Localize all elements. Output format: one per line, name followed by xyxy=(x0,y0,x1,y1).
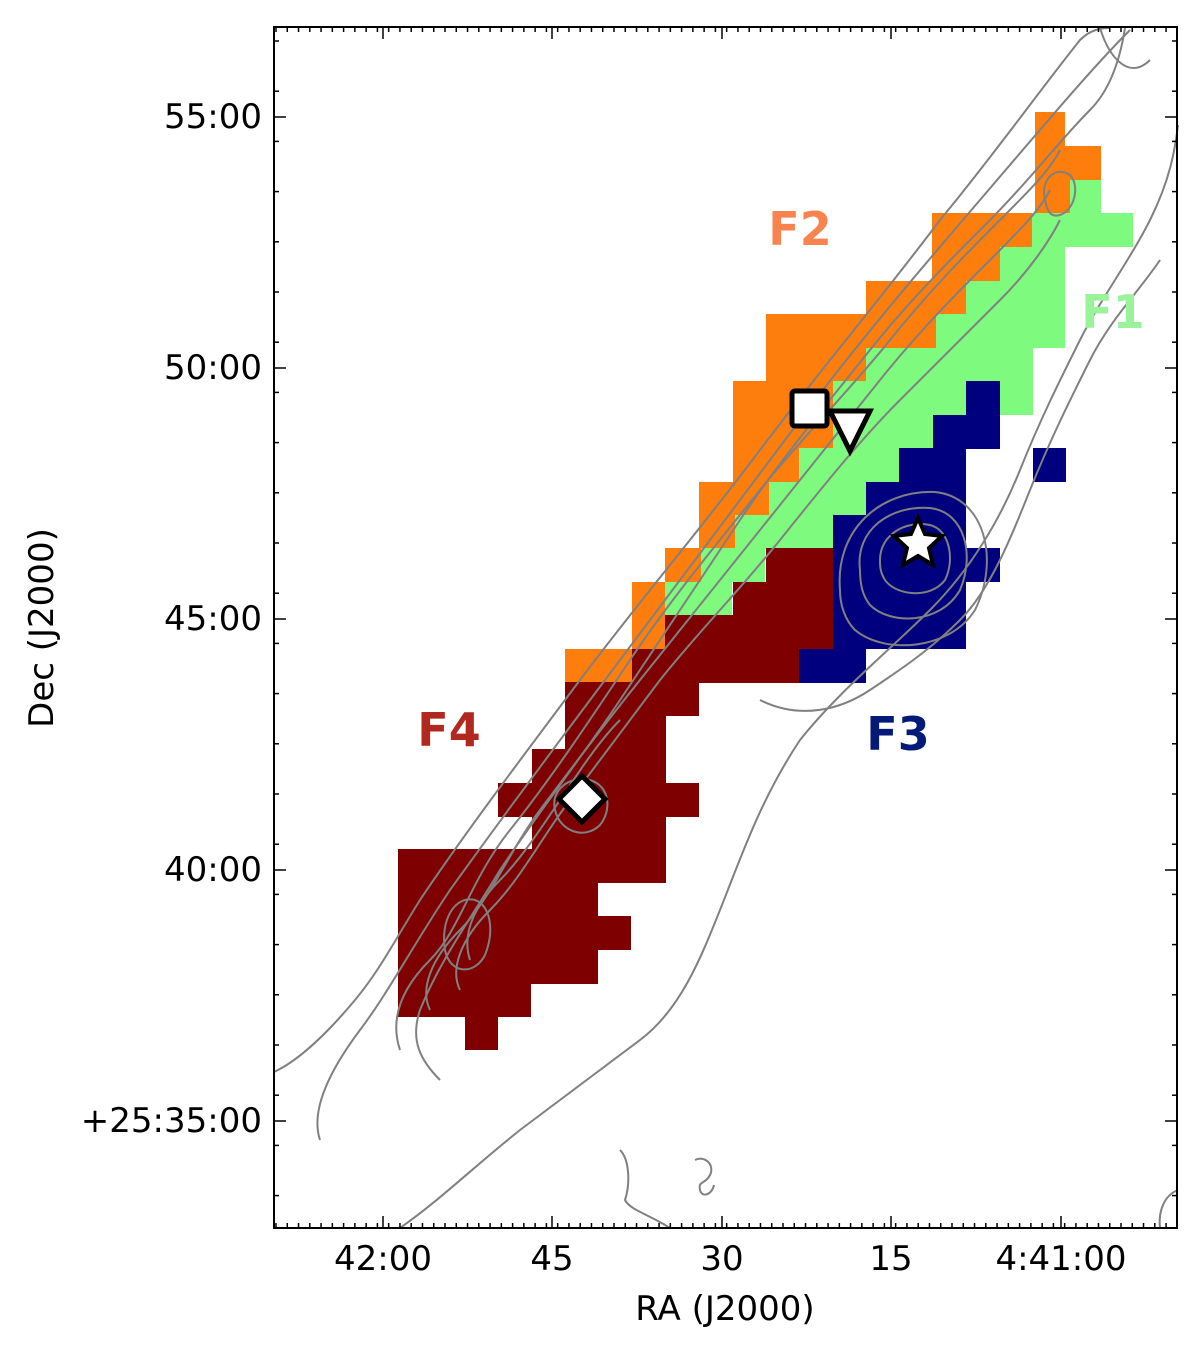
region-label-f2: F2 xyxy=(768,202,831,256)
contour-level-8 xyxy=(455,219,1061,991)
region-cell-f3 xyxy=(833,582,966,616)
x-axis-title: RA (J2000) xyxy=(635,1289,814,1329)
square-marker xyxy=(789,388,830,429)
region-cell-f2 xyxy=(1035,180,1070,214)
y-tick-label-3: 45:00 xyxy=(164,599,262,639)
region-cell-f3 xyxy=(799,649,866,683)
contour-core-north xyxy=(1043,170,1077,217)
region-cell-f4 xyxy=(532,849,666,883)
region-cell-f1 xyxy=(866,348,1033,382)
region-cell-f4 xyxy=(398,916,631,950)
region-cell-f4 xyxy=(632,649,799,683)
y-axis-title: Dec (J2000) xyxy=(22,528,62,728)
x-tick-label-2: 45 xyxy=(530,1239,573,1279)
y-tick-label-1: 55:00 xyxy=(164,97,262,137)
region-cell-f4 xyxy=(665,615,833,649)
region-cell-f4 xyxy=(398,950,598,984)
contour-lines xyxy=(273,27,1179,1229)
contour-core-star xyxy=(878,523,951,595)
diamond-marker xyxy=(555,772,609,826)
region-cell-f4 xyxy=(532,749,666,783)
region-cell-f4 xyxy=(532,816,666,850)
contour-core-star-3 xyxy=(838,490,988,647)
contour-ne-edge xyxy=(1099,27,1151,69)
region-cell-f4 xyxy=(666,682,699,716)
star-marker xyxy=(889,513,947,570)
region-cell-f3 xyxy=(833,548,967,582)
region-cell-f4 xyxy=(398,983,531,1017)
region-label-f4: F4 xyxy=(417,703,480,757)
region-cell-f3 xyxy=(1033,448,1066,482)
region-cell-f2 xyxy=(932,247,1000,281)
region-cell-f3 xyxy=(899,448,966,482)
contour-island-1 xyxy=(694,1157,715,1196)
x-tick-label-3: 30 xyxy=(700,1239,743,1279)
region-cell-f3 xyxy=(866,482,966,516)
contour-corner-se xyxy=(1158,1189,1179,1229)
contour-level-9 xyxy=(466,719,621,961)
region-cell-f3 xyxy=(833,615,966,649)
region-cell-f2 xyxy=(932,213,1032,247)
region-cell-f1 xyxy=(936,314,1065,348)
region-cell-f3 xyxy=(933,415,1000,449)
contour-level-1 xyxy=(273,27,1111,1073)
region-cell-f3 xyxy=(967,548,1000,582)
region-cell-f2 xyxy=(699,482,769,516)
contour-core-star-2 xyxy=(858,506,968,620)
y-tick-label-5: +25:35:00 xyxy=(81,1101,262,1141)
region-cell-f1 xyxy=(1000,381,1033,415)
region-cell-f4 xyxy=(766,548,833,582)
region-cell-f4 xyxy=(733,582,833,616)
triangle-marker xyxy=(825,408,875,457)
plot-frame xyxy=(273,26,1178,1229)
contour-level-4 xyxy=(415,27,1126,1081)
region-label-f3: F3 xyxy=(866,707,929,761)
region-cell-f1 xyxy=(735,515,833,549)
x-tick-label-1: 42:00 xyxy=(334,1239,432,1279)
axis-ticks xyxy=(274,27,1177,1228)
region-cell-f4 xyxy=(465,1016,498,1050)
region-cell-f3 xyxy=(966,381,1000,415)
region-cells xyxy=(398,112,1133,1050)
x-tick-label-4: 15 xyxy=(869,1239,912,1279)
y-tick-label-4: 40:00 xyxy=(164,850,262,890)
contour-level-3 xyxy=(399,124,1179,1229)
region-label-f1: F1 xyxy=(1081,285,1144,339)
y-tick-label-2: 50:00 xyxy=(164,348,262,388)
contour-south-fragment xyxy=(619,1149,671,1229)
contour-level-6 xyxy=(395,149,1061,1051)
contour-core-south xyxy=(443,898,492,971)
contour-level-2 xyxy=(316,29,1131,1141)
region-cell-f2 xyxy=(632,582,668,616)
contour-level-5 xyxy=(759,259,1161,712)
source-markers xyxy=(555,388,947,826)
region-cell-f1 xyxy=(966,281,1065,315)
x-tick-label-5: 4:41:00 xyxy=(995,1239,1126,1279)
